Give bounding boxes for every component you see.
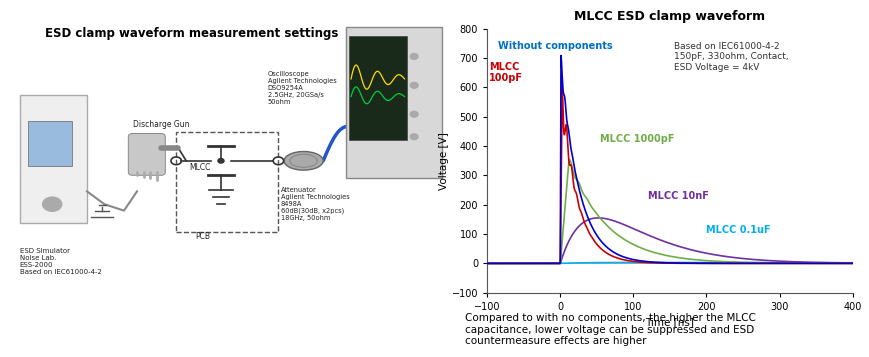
FancyBboxPatch shape	[20, 95, 87, 223]
Text: Compared to with no components, the higher the MLCC
capacitance, lower voltage c: Compared to with no components, the high…	[465, 313, 755, 346]
Text: ESD Simulator
Noise Lab.
ESS-2000
Based on IEC61000-4-2: ESD Simulator Noise Lab. ESS-2000 Based …	[20, 248, 102, 275]
Circle shape	[410, 54, 418, 59]
Circle shape	[43, 197, 62, 211]
Circle shape	[410, 134, 418, 140]
Text: ESD clamp waveform measurement settings: ESD clamp waveform measurement settings	[44, 27, 338, 40]
FancyBboxPatch shape	[129, 134, 165, 175]
FancyBboxPatch shape	[28, 121, 72, 166]
Text: Without components: Without components	[498, 41, 612, 51]
Circle shape	[410, 82, 418, 88]
Text: Discharge Gun: Discharge Gun	[132, 120, 189, 129]
Circle shape	[217, 159, 224, 163]
Circle shape	[410, 111, 418, 117]
X-axis label: Time [ns]: Time [ns]	[645, 317, 693, 327]
Text: PCB: PCB	[195, 231, 209, 241]
Text: MLCC 1000pF: MLCC 1000pF	[600, 134, 674, 144]
Y-axis label: Voltage [V]: Voltage [V]	[438, 132, 448, 190]
FancyBboxPatch shape	[345, 27, 441, 178]
Text: Attenuator
Agilent Technologies
8498A
60dB(30dB, x2pcs)
18GHz, 50ohm: Attenuator Agilent Technologies 8498A 60…	[280, 186, 349, 221]
Text: Oscilloscope
Agilent Technologies
DSO9254A
2.5GHz, 20GSa/s
50ohm: Oscilloscope Agilent Technologies DSO925…	[267, 71, 336, 105]
FancyBboxPatch shape	[348, 36, 407, 140]
Text: MLCC 0.1uF: MLCC 0.1uF	[706, 225, 770, 235]
Text: Based on IEC61000-4-2
150pF, 330ohm, Contact,
ESD Voltage = 4kV: Based on IEC61000-4-2 150pF, 330ohm, Con…	[673, 42, 787, 71]
Text: MLCC 10nF: MLCC 10nF	[647, 191, 708, 201]
Title: MLCC ESD clamp waveform: MLCC ESD clamp waveform	[574, 10, 765, 23]
Text: MLCC: MLCC	[189, 163, 210, 172]
Ellipse shape	[284, 151, 323, 170]
Text: MLCC
100pF: MLCC 100pF	[488, 62, 522, 84]
